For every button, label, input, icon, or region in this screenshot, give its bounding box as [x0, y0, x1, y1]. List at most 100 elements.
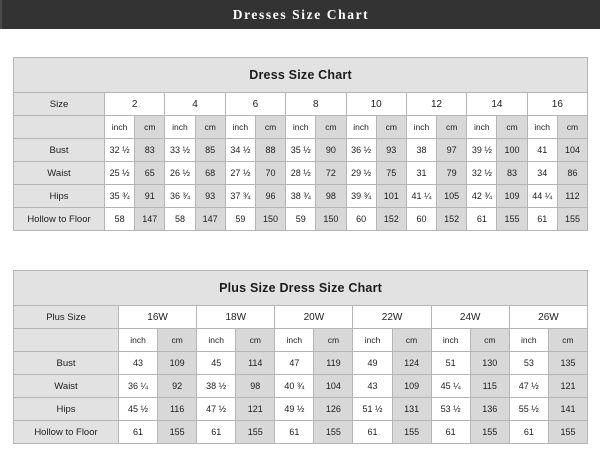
size-header-row: Size 2 4 6 8 10 12 14 16	[13, 92, 589, 116]
measurement-value-inch: 49	[352, 351, 393, 375]
measurement-value-inch: 42 ¾	[466, 184, 498, 208]
table-row: Bust 43 109 45 114 47 119 49 124 51 130 53 135	[13, 351, 589, 375]
measurement-value-cm: 98	[315, 184, 347, 208]
measurement-value-inch: 61	[117, 420, 159, 444]
measurement-value-inch: 35 ¾	[103, 184, 136, 208]
size-header-row: Plus Size 16W 18W 20W 22W 24W 26W	[13, 305, 589, 329]
measurement-value-cm: 93	[194, 184, 226, 208]
unit-header-inch: inch	[103, 115, 136, 139]
page-title: Dresses Size Chart	[232, 6, 370, 22]
measurement-value-inch: 61	[526, 207, 558, 231]
measurement-value-cm: 68	[194, 161, 226, 185]
measurement-value-cm: 112	[556, 184, 589, 208]
measurement-label: Bust	[13, 351, 119, 375]
measurement-value-cm: 91	[134, 184, 166, 208]
size-column-header: 12	[405, 92, 468, 116]
measurement-value-inch: 38 ¾	[285, 184, 317, 208]
measurement-value-cm: 88	[254, 138, 287, 162]
measurement-value-cm: 155	[313, 420, 354, 444]
table-row: Bust 32 ½ 83 33 ½ 85 34 ½ 88 35 ½ 90 36 ½ 93 38 97 39…	[13, 138, 589, 162]
measurement-label: Bust	[13, 138, 105, 162]
measurement-value-inch: 45 ½	[117, 397, 159, 421]
unit-header-inch: inch	[526, 115, 558, 139]
measurement-value-cm: 136	[469, 397, 510, 421]
measurement-value-inch: 59	[285, 207, 317, 231]
measurement-value-cm: 135	[547, 351, 589, 375]
measurement-value-cm: 109	[496, 184, 528, 208]
measurement-value-inch: 49 ½	[274, 397, 315, 421]
measurement-value-cm: 96	[254, 184, 287, 208]
measurement-value-cm: 147	[134, 207, 166, 231]
standard-size-chart: Dress Size Chart Size 2 4 6 8 10 12 14 16 inch cm in…	[12, 57, 589, 231]
measurement-value-cm: 83	[496, 161, 528, 185]
unit-header-inch: inch	[196, 328, 237, 352]
measurement-value-cm: 109	[391, 374, 432, 398]
measurement-value-inch: 40 ¾	[274, 374, 315, 398]
chart-title-row: Plus Size Dress Size Chart	[12, 270, 589, 306]
measurement-value-inch: 34	[526, 161, 558, 185]
unit-row-spacer	[13, 328, 119, 352]
size-column-header: 20W	[274, 305, 354, 329]
measurement-value-inch: 27 ½	[224, 161, 256, 185]
measurement-value-inch: 36 ¾	[164, 184, 196, 208]
unit-header-inch: inch	[466, 115, 498, 139]
measurement-value-inch: 39 ¾	[345, 184, 377, 208]
unit-header-row: inch cm inch cm inch cm inch cm inch cm inch cm	[13, 328, 589, 352]
size-column-header: 14	[466, 92, 528, 116]
table-row: Hips 45 ½ 116 47 ½ 121 49 ½ 126 51 ½ 131 53 ½ 136 5…	[13, 397, 589, 421]
size-column-header: 26W	[508, 305, 589, 329]
measurement-value-cm: 85	[194, 138, 226, 162]
measurement-value-inch: 60	[405, 207, 438, 231]
measurement-value-cm: 150	[254, 207, 287, 231]
measurement-value-cm: 155	[469, 420, 510, 444]
measurement-value-inch: 51	[430, 351, 471, 375]
unit-header-cm: cm	[134, 115, 166, 139]
measurement-value-inch: 38	[405, 138, 438, 162]
measurement-value-cm: 70	[254, 161, 287, 185]
measurement-value-inch: 32 ½	[103, 138, 136, 162]
size-column-header: 16W	[117, 305, 198, 329]
measurement-value-cm: 155	[496, 207, 528, 231]
measurement-value-inch: 61	[274, 420, 315, 444]
measurement-value-inch: 32 ½	[466, 161, 498, 185]
measurement-value-cm: 105	[436, 184, 468, 208]
measurement-value-cm: 121	[547, 374, 589, 398]
size-column-header: 4	[164, 92, 226, 116]
measurement-value-cm: 115	[469, 374, 510, 398]
table-row: Waist 25 ½ 65 26 ½ 68 27 ½ 70 28 ½ 72 29 ½ 75 31 79 3…	[13, 161, 589, 185]
measurement-value-inch: 41 ¼	[405, 184, 438, 208]
unit-header-cm: cm	[556, 115, 589, 139]
measurement-label: Hollow to Floor	[13, 207, 105, 231]
measurement-value-inch: 29 ½	[345, 161, 377, 185]
measurement-value-inch: 45	[196, 351, 237, 375]
measurement-value-inch: 51 ½	[352, 397, 393, 421]
measurement-label: Waist	[13, 161, 105, 185]
measurement-value-inch: 47	[274, 351, 315, 375]
measurement-value-cm: 109	[157, 351, 198, 375]
measurement-value-inch: 58	[164, 207, 196, 231]
measurement-value-inch: 61	[508, 420, 549, 444]
measurement-value-cm: 101	[375, 184, 407, 208]
unit-header-cm: cm	[375, 115, 407, 139]
measurement-value-cm: 126	[313, 397, 354, 421]
unit-header-cm: cm	[469, 328, 510, 352]
measurement-value-cm: 141	[547, 397, 589, 421]
measurement-value-inch: 33 ½	[164, 138, 196, 162]
unit-header-inch: inch	[117, 328, 159, 352]
measurement-value-cm: 92	[157, 374, 198, 398]
unit-header-cm: cm	[496, 115, 528, 139]
unit-header-cm: cm	[157, 328, 198, 352]
size-column-header: 2	[103, 92, 166, 116]
chart-title-row: Dress Size Chart	[12, 57, 589, 93]
measurement-value-cm: 155	[391, 420, 432, 444]
measurement-value-cm: 124	[391, 351, 432, 375]
measurement-value-inch: 38 ½	[196, 374, 237, 398]
size-label-header: Plus Size	[13, 305, 119, 329]
page-banner: Dresses Size Chart	[0, 0, 600, 29]
unit-header-cm: cm	[194, 115, 226, 139]
measurement-value-cm: 152	[436, 207, 468, 231]
measurement-value-inch: 41	[526, 138, 558, 162]
measurement-value-inch: 61	[196, 420, 237, 444]
measurement-value-inch: 53 ½	[430, 397, 471, 421]
